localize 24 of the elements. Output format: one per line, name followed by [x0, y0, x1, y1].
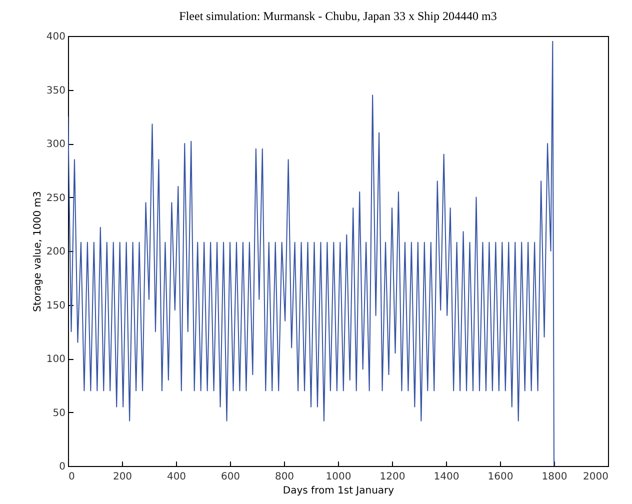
chart-title: Fleet simulation: Murmansk - Chubu, Japan 33 x Ship 204440 m3 [179, 9, 497, 23]
x-tick-label: 800 [274, 472, 294, 482]
x-tick-label: 400 [166, 472, 186, 482]
line-series [68, 40, 554, 466]
y-tick-label: 250 [46, 192, 66, 204]
x-tick-label: 200 [112, 472, 132, 482]
y-tick-label: 200 [46, 246, 66, 258]
x-tick-label: 2000 [583, 472, 608, 482]
x-tick-label: 0 [68, 472, 75, 482]
x-tick-label: 1600 [488, 472, 514, 482]
y-axis-title: Storage value, 1000 m3 [32, 191, 44, 312]
y-tick-label: 350 [46, 85, 66, 96]
y-tick-label: 50 [52, 408, 66, 419]
x-tick-label: 1800 [542, 472, 568, 482]
x-tick-label: 1400 [434, 472, 460, 482]
y-tick-label: 100 [46, 354, 66, 365]
y-tick-label: 150 [46, 300, 66, 312]
x-axis-title: Days from 1st January [282, 486, 394, 496]
y-tick-label: 400 [46, 32, 66, 42]
x-tick-label: 600 [220, 472, 240, 482]
x-tick-label: 1200 [380, 472, 406, 482]
x-tick-label: 1000 [326, 472, 352, 482]
y-tick-label: 0 [59, 462, 66, 472]
y-tick-label: 300 [46, 139, 66, 150]
